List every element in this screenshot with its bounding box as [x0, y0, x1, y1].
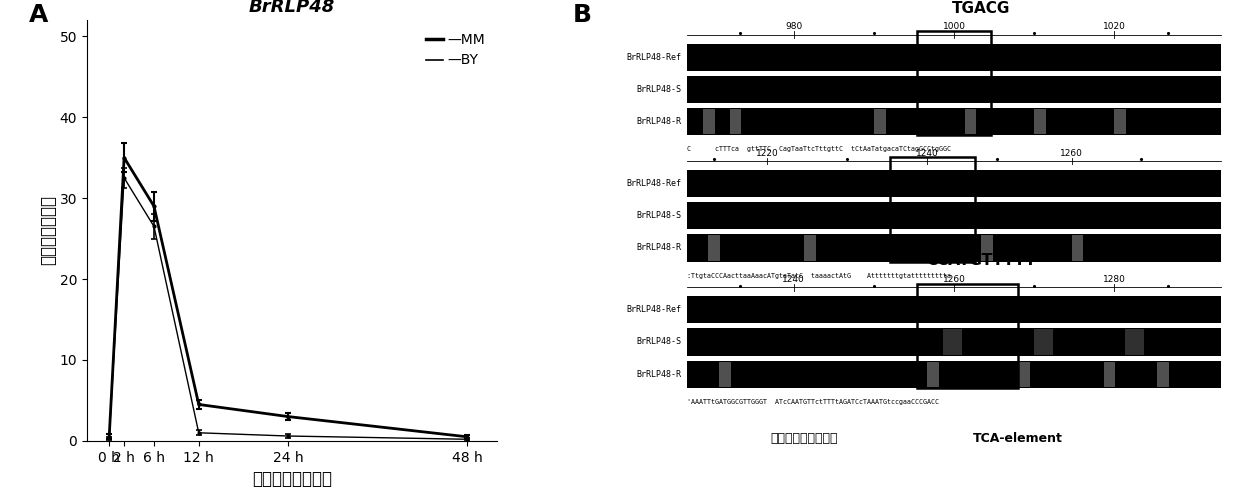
Bar — [687, 202, 1221, 229]
Bar — [916, 284, 1018, 388]
Text: B: B — [573, 3, 591, 27]
Text: BrRLP48-R: BrRLP48-R — [637, 243, 682, 253]
Text: 1240: 1240 — [782, 275, 805, 284]
Text: C      cTTTca  gttTTC  CagTaaTtcTttgttC  tCtAaTatgacaTCtagGCCtgGGC: C cTTTca gttTTC CagTaaTtcTttgttC tCtAaTa… — [687, 146, 951, 152]
Text: BrRLP48-R: BrRLP48-R — [637, 117, 682, 126]
Bar — [928, 362, 939, 387]
Text: BrRLP48-S: BrRLP48-S — [637, 338, 682, 347]
Text: 1280: 1280 — [1102, 275, 1126, 284]
Bar — [687, 234, 1221, 262]
Text: CCATGTTTTT: CCATGTTTTT — [926, 254, 1035, 269]
Bar — [1034, 329, 1053, 355]
Text: CGTCA-motif: CGTCA-motif — [973, 306, 1063, 319]
Text: BrRLP48-S: BrRLP48-S — [637, 85, 682, 94]
Text: TGACG: TGACG — [951, 1, 1009, 16]
Text: TCA-element: TCA-element — [973, 432, 1063, 445]
Bar — [890, 157, 976, 262]
Bar — [687, 44, 1221, 71]
Text: BrRLP48-Ref: BrRLP48-Ref — [626, 179, 682, 188]
Text: 'AAATTtGATGGCGTTGGGT  ATcCAATGTTctTTTtAGATCcTAAATGtccgaaCCCGACC: 'AAATTtGATGGCGTTGGGT ATcCAATGTTctTTTtAGA… — [687, 399, 939, 405]
X-axis label: 病原菌侵染后时间: 病原菌侵染后时间 — [252, 470, 332, 488]
Text: BrRLP48-Ref: BrRLP48-Ref — [626, 53, 682, 62]
Bar — [687, 170, 1221, 197]
Text: 980: 980 — [785, 23, 802, 32]
Text: 1220: 1220 — [755, 149, 779, 158]
Text: A: A — [30, 3, 48, 27]
Bar — [1125, 329, 1143, 355]
Text: 水杨酸响应转录元件: 水杨酸响应转录元件 — [771, 432, 838, 445]
Text: BrRLP48-S: BrRLP48-S — [637, 211, 682, 220]
Bar — [687, 296, 1221, 323]
Text: 茹莉酸响应转录元件: 茹莉酸响应转录元件 — [771, 306, 838, 319]
Bar — [729, 109, 742, 134]
Text: 1260: 1260 — [942, 275, 966, 284]
Bar — [719, 362, 730, 387]
Text: 1020: 1020 — [1102, 23, 1126, 32]
Bar — [981, 235, 992, 261]
Bar — [805, 235, 816, 261]
Bar — [1018, 362, 1030, 387]
Bar — [1034, 109, 1047, 134]
Bar — [916, 31, 992, 135]
Legend: —MM, —BY: —MM, —BY — [420, 27, 490, 73]
Bar — [965, 109, 976, 134]
Bar — [874, 109, 885, 134]
Bar — [687, 329, 1221, 356]
Text: 1260: 1260 — [1060, 149, 1083, 158]
Bar — [708, 235, 720, 261]
Text: BrRLP48-Ref: BrRLP48-Ref — [626, 305, 682, 314]
Text: :TtgtaCCCAacttaaAaacATgtaTatC  taaaactAtG    Atttttttgtattttttttta: :TtgtaCCCAacttaaAaacATgtaTatC taaaactAtG… — [687, 273, 951, 279]
Title: BrRLP48: BrRLP48 — [249, 0, 335, 16]
Text: 1240: 1240 — [916, 149, 939, 158]
Text: BrRLP48-R: BrRLP48-R — [637, 370, 682, 379]
Bar — [703, 109, 714, 134]
Bar — [687, 108, 1221, 135]
Bar — [944, 329, 962, 355]
Bar — [1104, 362, 1116, 387]
Text: 1000: 1000 — [942, 23, 966, 32]
Bar — [1071, 235, 1084, 261]
Bar — [1115, 109, 1126, 134]
Bar — [687, 76, 1221, 103]
Bar — [687, 361, 1221, 388]
Y-axis label: 基因表达量比率: 基因表达量比率 — [38, 195, 57, 266]
Bar — [1157, 362, 1169, 387]
